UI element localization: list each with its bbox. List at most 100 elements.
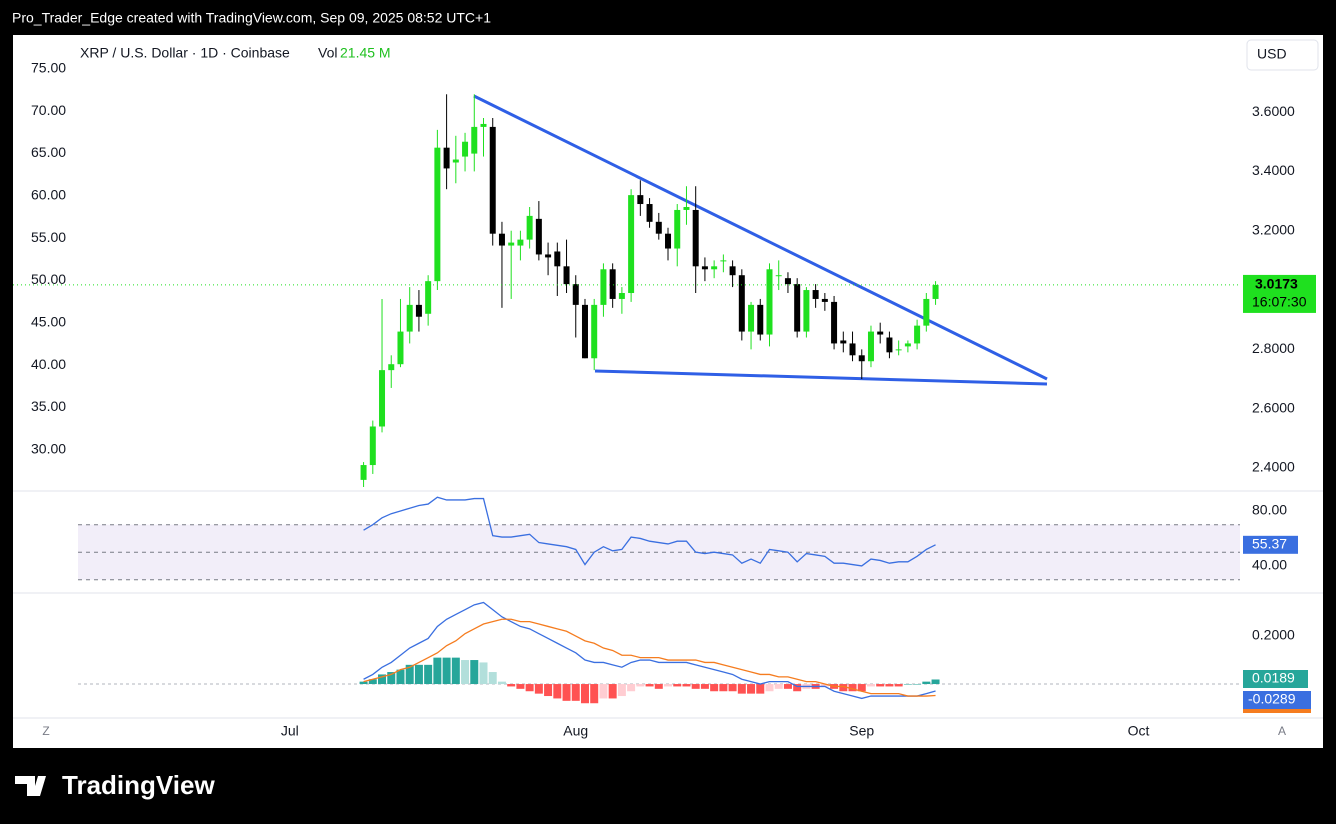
candle-body — [471, 126, 478, 154]
histogram-bar — [783, 684, 792, 689]
chart-panel — [13, 35, 1323, 748]
trendline — [473, 94, 1048, 381]
histogram-bar — [562, 684, 571, 701]
candle-body — [618, 293, 625, 299]
histogram-bar — [654, 684, 663, 689]
histogram-bar — [599, 684, 608, 699]
candle-body — [526, 215, 533, 240]
currency[interactable]: USD — [1257, 46, 1287, 62]
histogram-bar — [534, 684, 543, 694]
caption: Pro_Trader_Edge created with TradingView… — [12, 10, 491, 26]
y2-tick-label: 55.00 — [31, 229, 66, 245]
histogram-bar — [488, 672, 497, 685]
candle-body — [674, 209, 681, 249]
currency-button[interactable] — [1246, 39, 1319, 71]
candle-body — [692, 209, 699, 267]
macd-line — [363, 601, 936, 700]
candle-body — [572, 284, 579, 305]
histogram-bar — [673, 684, 682, 687]
candle-body — [388, 364, 395, 371]
candle-body — [480, 123, 487, 127]
histogram-bar — [747, 684, 756, 694]
candle-body — [637, 195, 644, 205]
histogram-bar — [839, 684, 848, 692]
candle-body — [757, 304, 764, 335]
candle-body — [748, 304, 755, 332]
histogram-bar — [682, 684, 691, 687]
candle-body — [397, 331, 404, 365]
histogram-bar — [405, 664, 414, 685]
rsi-value-box — [1243, 535, 1298, 554]
histogram-bar — [894, 684, 903, 687]
histogram-bar — [507, 684, 516, 687]
histogram-bar — [590, 684, 599, 704]
histogram-bar — [885, 684, 894, 687]
histogram-bar — [433, 657, 442, 685]
histogram-bar — [608, 684, 617, 699]
macd-value-label: -0.0289 — [1248, 691, 1296, 707]
y2-tick-label: 75.00 — [31, 59, 66, 75]
candle-body — [849, 343, 856, 356]
histogram-bar — [756, 684, 765, 694]
last-price-label: 3.0173 — [1255, 276, 1298, 292]
candle-body — [517, 239, 524, 246]
legend-symbol: XRP / U.S. Dollar · 1D · Coinbase — [80, 45, 290, 61]
candle-body — [867, 331, 874, 362]
histogram-bar — [479, 662, 488, 685]
candle-body — [655, 221, 662, 234]
brand-logo — [15, 776, 46, 796]
candle-body — [711, 266, 718, 270]
histogram-bar — [765, 684, 774, 692]
candle-body — [443, 147, 450, 169]
candle-body — [369, 426, 376, 466]
candle-body — [498, 233, 505, 246]
candle-body — [821, 298, 828, 302]
candle-body — [766, 269, 773, 335]
histogram-value-label: 0.0189 — [1252, 670, 1295, 686]
scale-button[interactable]: Z — [42, 724, 49, 738]
histogram-bar — [931, 679, 940, 685]
macd-line — [363, 618, 936, 697]
histogram-bar — [728, 684, 737, 692]
y2-tick-label: 30.00 — [31, 440, 66, 456]
candle-body — [591, 304, 598, 359]
candle-body — [563, 266, 570, 285]
candle-body — [877, 331, 884, 335]
histogram-bar — [617, 684, 626, 697]
candle-body — [794, 284, 801, 332]
y-tick-label: 2.4000 — [1252, 459, 1295, 475]
candle-body — [379, 370, 386, 427]
candle-body — [904, 343, 911, 347]
candle-body — [600, 269, 607, 305]
y2-tick-label: 65.00 — [31, 144, 66, 160]
histogram-bar — [876, 684, 885, 687]
histogram-bar — [719, 684, 728, 692]
scale-button[interactable]: A — [1278, 724, 1286, 738]
histogram-bar — [387, 672, 396, 685]
candle-body — [840, 340, 847, 344]
histogram-bar — [414, 664, 423, 685]
histogram-bar — [553, 684, 562, 699]
macd-value-box — [1243, 691, 1311, 709]
candle-body — [784, 278, 791, 285]
candle-body — [729, 266, 736, 276]
signal-value-box — [1243, 709, 1311, 713]
candle-body — [803, 290, 810, 332]
histogram-bar — [866, 684, 875, 687]
macd-tick-label: 0.2000 — [1252, 627, 1295, 643]
candle-body — [701, 266, 708, 270]
candle-body — [545, 254, 552, 258]
candle-body — [434, 147, 441, 282]
histogram-value-box — [1243, 670, 1308, 688]
histogram-bar — [359, 681, 368, 685]
histogram-bar — [516, 684, 525, 689]
y2-tick-label: 70.00 — [31, 102, 66, 118]
histogram-bar — [544, 684, 553, 697]
candle-body — [489, 126, 496, 234]
x-tick-label: Aug — [563, 723, 588, 739]
histogram-bar — [580, 684, 589, 704]
histogram-bar — [497, 681, 506, 685]
histogram-bar — [903, 684, 912, 685]
rsi-line — [363, 496, 936, 567]
candle-body — [406, 304, 413, 332]
